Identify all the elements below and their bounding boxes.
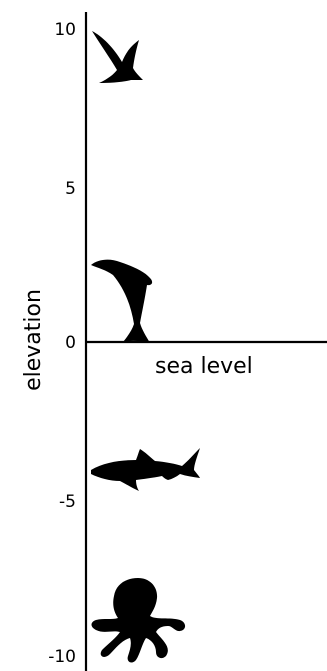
axis-title: elevation xyxy=(21,289,46,391)
dolphin-icon xyxy=(91,259,153,343)
tick-label-10: 10 xyxy=(54,20,76,40)
sea-level-label: sea level xyxy=(155,354,253,379)
tick-label-minus-5: -5 xyxy=(59,492,76,512)
tick-label-5: 5 xyxy=(65,179,76,199)
octopus-icon xyxy=(91,578,186,663)
tick-label-minus-10: -10 xyxy=(48,647,76,667)
shark-icon xyxy=(91,448,200,491)
tick-label-0: 0 xyxy=(65,333,76,353)
bird-icon xyxy=(92,31,143,83)
